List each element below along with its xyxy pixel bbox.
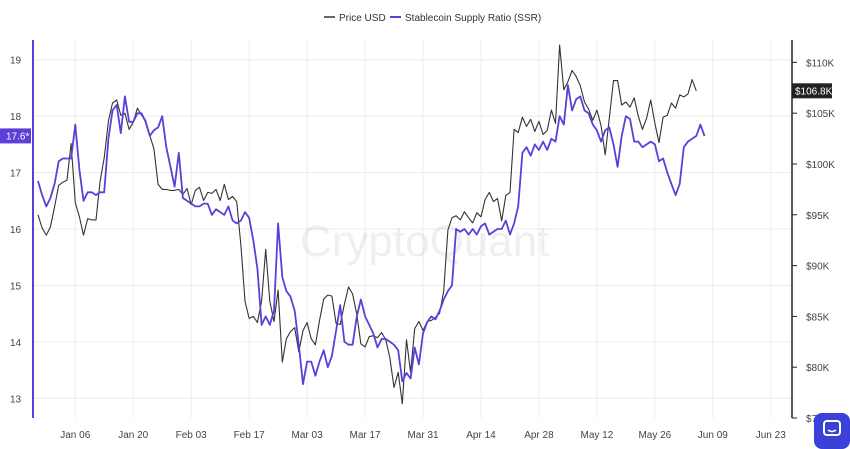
ssr-current-tag: 17.6* bbox=[0, 128, 31, 144]
x-tick-label: Jan 20 bbox=[118, 430, 148, 441]
chat-button[interactable] bbox=[814, 413, 850, 449]
x-tick-label: Jun 09 bbox=[698, 430, 728, 441]
left-axis-ticks: 13 14 15 16 17 18 19 bbox=[10, 56, 22, 406]
series-layer bbox=[37, 44, 706, 405]
ssr-line bbox=[37, 84, 706, 386]
legend-ssr-label[interactable]: Stablecoin Supply Ratio (SSR) bbox=[405, 13, 541, 24]
left-tick-label: 18 bbox=[10, 112, 22, 123]
x-tick-label: Mar 03 bbox=[292, 430, 324, 441]
left-tick-label: 14 bbox=[10, 338, 22, 349]
x-tick-label: May 12 bbox=[581, 430, 614, 441]
ssr-current-tag-bg bbox=[0, 128, 31, 144]
grid bbox=[33, 40, 792, 418]
right-tick-label: $110K bbox=[806, 58, 835, 69]
x-tick-label: Jan 06 bbox=[60, 430, 90, 441]
left-tick-label: 13 bbox=[10, 394, 22, 405]
x-tick-label: Apr 14 bbox=[466, 430, 496, 441]
x-tick-label: Feb 03 bbox=[176, 430, 208, 441]
ssr-current-value: 17.6* bbox=[6, 131, 29, 142]
x-tick-label: Mar 17 bbox=[349, 430, 381, 441]
right-tick-label: $80K bbox=[806, 363, 830, 374]
price-current-tag: $106.8K bbox=[792, 83, 833, 99]
right-tick-label: $95K bbox=[806, 211, 830, 222]
left-tick-label: 15 bbox=[10, 281, 22, 292]
price-current-value: $106.8K bbox=[795, 86, 833, 97]
x-tick-label: Mar 31 bbox=[407, 430, 439, 441]
x-tick-label: Feb 17 bbox=[234, 430, 266, 441]
legend-price-label[interactable]: Price USD bbox=[339, 13, 386, 24]
x-tick-label: Apr 28 bbox=[524, 430, 554, 441]
left-tick-label: 19 bbox=[10, 56, 22, 67]
right-tick-label: $100K bbox=[806, 160, 835, 171]
right-axis-ticks: $75K$80K$85K$90K$95K$100K$105K$110K bbox=[792, 58, 835, 425]
x-tick-label: May 26 bbox=[638, 430, 671, 441]
left-tick-label: 16 bbox=[10, 225, 22, 236]
x-axis-ticks: Jan 06 Jan 20 Feb 03 Feb 17 Mar 03 Mar 17 Mar … bbox=[60, 430, 786, 441]
chat-bubble-icon bbox=[823, 420, 841, 436]
right-tick-label: $105K bbox=[806, 109, 835, 120]
right-tick-label: $85K bbox=[806, 312, 830, 323]
x-tick-label: Jun 23 bbox=[756, 430, 786, 441]
legend: Price USD Stablecoin Supply Ratio (SSR) bbox=[324, 13, 541, 24]
left-tick-label: 17 bbox=[10, 169, 22, 180]
right-tick-label: $90K bbox=[806, 262, 830, 273]
watermark: CryptoQuant bbox=[300, 217, 549, 266]
price-current-tag-bg bbox=[792, 83, 832, 99]
